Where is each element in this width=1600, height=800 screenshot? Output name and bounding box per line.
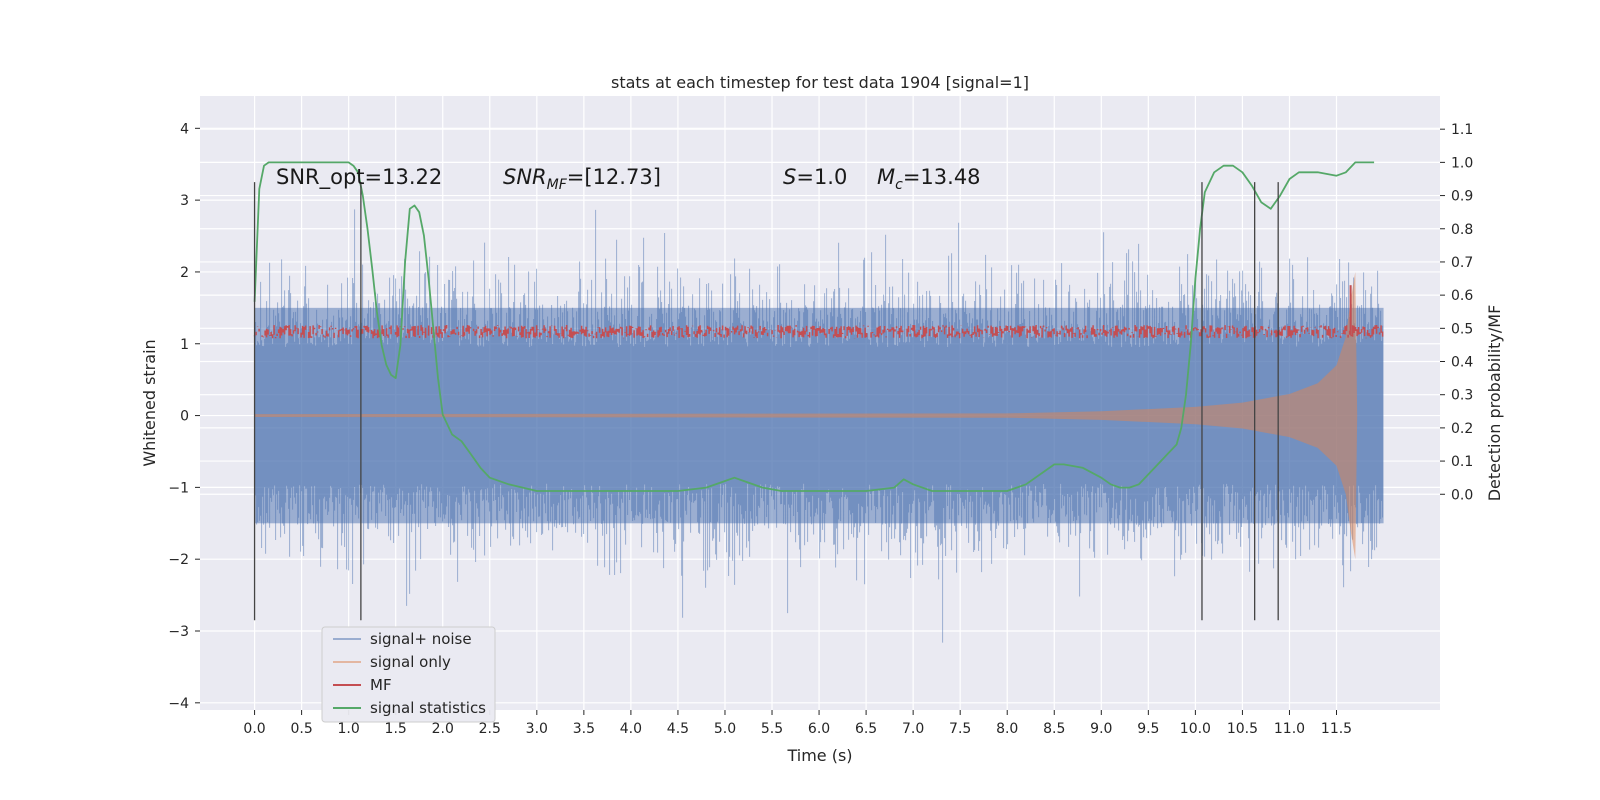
y-tick-label: −1 — [168, 480, 189, 496]
y2-tick-label: 0.7 — [1451, 255, 1473, 271]
y-tick-label: 1 — [180, 337, 189, 353]
x-tick-label: 8.5 — [1043, 721, 1065, 737]
vertical-markers — [253, 182, 1279, 621]
signal-only-envelope — [254, 271, 1358, 560]
x-tick-label: 1.5 — [385, 721, 407, 737]
y2-tick-label: 0.3 — [1451, 388, 1473, 404]
y-tick-label: 3 — [180, 193, 189, 209]
legend-box — [321, 626, 496, 723]
y-tick-label: −4 — [168, 696, 189, 712]
annotation-snr-mf: SNRMF=[12.73] — [503, 165, 661, 193]
y-tick-label: 2 — [180, 265, 189, 281]
y-tick-label: −3 — [168, 624, 189, 640]
x-tick-label: 3.5 — [573, 721, 595, 737]
y-tick-label: 0 — [180, 409, 189, 425]
y-tick-label: −2 — [168, 552, 189, 568]
x-tick-label: 10.5 — [1227, 721, 1258, 737]
y2-tick-label: 0.2 — [1451, 421, 1473, 437]
x-tick-label: 2.5 — [479, 721, 501, 737]
y2-tick-label: 0.9 — [1451, 189, 1473, 205]
legend: signal+ noise signal only MF signal stat… — [321, 626, 496, 723]
annotation-snr-opt: SNR_opt=13.22 — [276, 165, 442, 190]
x-tick-label: 2.0 — [432, 721, 454, 737]
x-tick-label: 11.5 — [1321, 721, 1352, 737]
y2-tick-label: 0.8 — [1451, 222, 1473, 238]
y2-axis-title: Detection probability/MF — [1485, 305, 1504, 502]
x-tick-label: 9.0 — [1090, 721, 1112, 737]
x-tick-label: 8.0 — [996, 721, 1018, 737]
x-tick-label: 5.0 — [714, 721, 736, 737]
y-tick-label: 4 — [180, 121, 189, 137]
x-axis-title: Time (s) — [786, 746, 852, 765]
x-tick-label: 4.0 — [620, 721, 642, 737]
x-tick-label: 3.0 — [526, 721, 548, 737]
y2-tick-label: 1.0 — [1451, 155, 1473, 171]
signal-statistics-line — [253, 161, 1375, 492]
series-layer — [253, 161, 1384, 643]
axes: 0.0 0.5 1.0 1.5 2.0 2.5 3.0 3.5 4.0 4.5 5.0 5.5 6.0 6… — [168, 121, 1473, 737]
legend-label-signal-statistics: signal statistics — [370, 699, 486, 717]
y2-tick-label: 0.4 — [1451, 355, 1473, 371]
x-tick-label: 4.5 — [667, 721, 689, 737]
x-tick-label: 9.5 — [1137, 721, 1159, 737]
x-tick-label: 10.0 — [1180, 721, 1211, 737]
x-tick-label: 11.0 — [1274, 721, 1305, 737]
y2-tick-label: 0.0 — [1451, 487, 1473, 503]
y2-tick-label: 0.1 — [1451, 454, 1473, 470]
legend-label-mf: MF — [370, 676, 392, 694]
annotation-s: S=1.0 — [783, 165, 847, 189]
x-tick-label: 6.0 — [808, 721, 830, 737]
x-tick-label: 1.0 — [338, 721, 360, 737]
y2-tick-label: 0.5 — [1451, 321, 1473, 337]
annotation-mc: Mc=13.48 — [877, 165, 981, 193]
y2-tick-label: 0.6 — [1451, 288, 1473, 304]
x-tick-label: 7.5 — [949, 721, 971, 737]
x-tick-label: 7.0 — [902, 721, 924, 737]
legend-label-signal-only: signal only — [370, 653, 451, 671]
x-tick-label: 0.0 — [243, 721, 265, 737]
x-tick-label: 5.5 — [761, 721, 783, 737]
x-tick-label: 0.5 — [290, 721, 312, 737]
chart-title: stats at each timestep for test data 190… — [611, 73, 1029, 92]
y2-tick-label: 1.1 — [1451, 122, 1473, 138]
x-tick-label: 6.5 — [855, 721, 877, 737]
legend-label-signal-noise: signal+ noise — [370, 630, 472, 648]
y-axis-title: Whitened strain — [140, 339, 159, 466]
